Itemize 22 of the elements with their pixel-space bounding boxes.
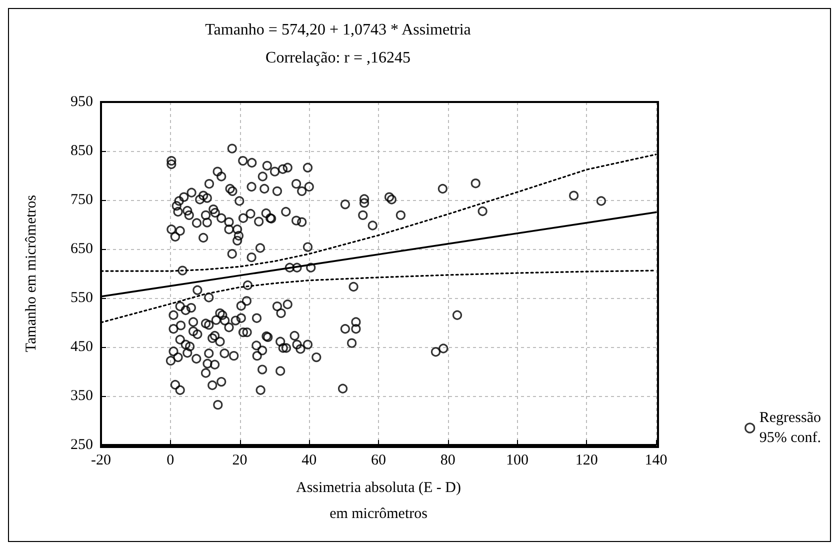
y-tick-label: 650 — [70, 241, 93, 257]
legend-label: Regressão 95% conf. — [759, 410, 822, 446]
y-tick-label: 250 — [70, 437, 93, 453]
y-tick-label: 450 — [70, 339, 93, 355]
y-tick-label: 550 — [70, 290, 93, 306]
x-axis-title: Assimetria absoluta (E - D) em micrômetros — [296, 480, 461, 522]
y-tick-label: 950 — [70, 94, 93, 110]
y-tick-label: 850 — [70, 143, 93, 159]
x-tick-label: 0 — [166, 452, 174, 468]
y-tick-label: 350 — [70, 388, 93, 404]
x-tick-label: 20 — [232, 452, 248, 468]
x-tick-label: 140 — [644, 452, 668, 468]
chart-title: Tamanho = 574,20 + 1,0743 * Assimetria — [205, 22, 471, 38]
x-tick-label: 40 — [302, 452, 317, 468]
chart-subtitle: Correlação: r = ,16245 — [266, 50, 410, 66]
y-axis-title: Tamanho em micrômetros — [24, 194, 40, 352]
x-tick-label: 60 — [371, 452, 386, 468]
x-tick-label: 100 — [506, 452, 528, 468]
y-tick-label: 750 — [70, 192, 93, 208]
x-tick-label: 120 — [575, 452, 598, 468]
x-tick-label: -20 — [91, 452, 111, 468]
x-tick-label: 80 — [440, 452, 456, 468]
